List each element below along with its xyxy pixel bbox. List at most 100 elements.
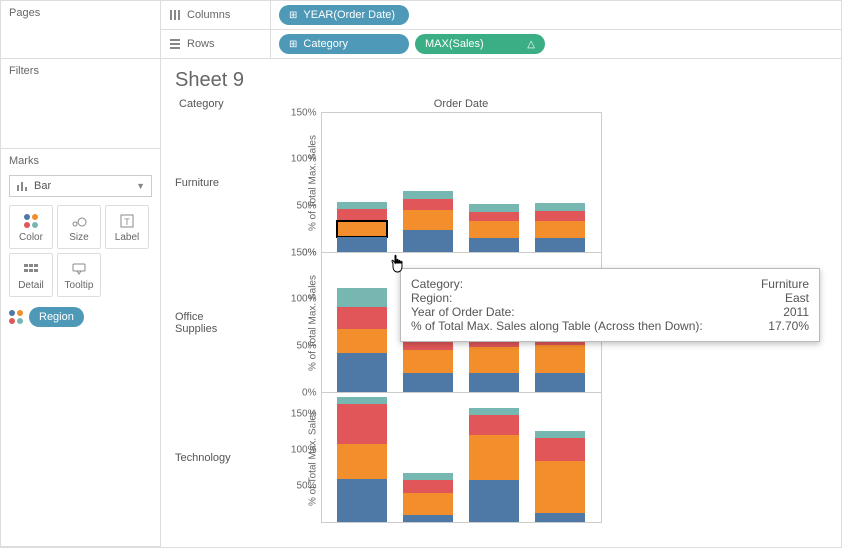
stacked-bar[interactable] <box>469 204 519 252</box>
bar-segment-east[interactable] <box>337 221 387 238</box>
detail-icon <box>24 263 38 275</box>
bar-segment-east[interactable] <box>535 221 585 238</box>
y-tick: 150% <box>291 107 317 118</box>
bar-segment-east[interactable] <box>469 221 519 238</box>
stacked-bar[interactable] <box>469 408 519 522</box>
bar-segment-central[interactable] <box>535 373 585 392</box>
bar-segment-west[interactable] <box>403 473 453 480</box>
bar-segment-west[interactable] <box>535 431 585 438</box>
label-icon: T <box>120 214 134 228</box>
y-tick: 50% <box>296 200 316 211</box>
svg-text:T: T <box>124 217 130 227</box>
bar-segment-east[interactable] <box>337 444 387 479</box>
pages-title: Pages <box>9 7 152 19</box>
marks-panel: Marks Bar ▼ Color Size T <box>1 149 160 547</box>
bar-segment-west[interactable] <box>535 203 585 210</box>
bar-segment-central[interactable] <box>535 238 585 252</box>
bar-segment-west[interactable] <box>337 288 387 307</box>
bar-segment-west[interactable] <box>337 202 387 209</box>
tooltip-value: 2011 <box>783 305 809 319</box>
category-row-label: Technology <box>175 393 265 523</box>
bar-chart-icon <box>16 180 28 192</box>
bar-segment-south[interactable] <box>469 212 519 221</box>
bar-segment-east[interactable] <box>337 329 387 352</box>
bar-segment-south[interactable] <box>337 307 387 329</box>
chevron-down-icon: ▼ <box>136 181 145 191</box>
tooltip-icon <box>72 263 86 275</box>
y-tick: 150% <box>291 409 317 420</box>
bar-segment-central[interactable] <box>403 373 453 392</box>
bar-segment-east[interactable] <box>535 461 585 513</box>
bar-segment-central[interactable] <box>337 237 387 252</box>
bar-segment-south[interactable] <box>535 211 585 221</box>
color-dots-icon <box>9 310 23 324</box>
pill-category[interactable]: ⊞Category <box>279 34 409 54</box>
bar-segment-east[interactable] <box>403 210 453 230</box>
pill-max-sales[interactable]: MAX(Sales)△ <box>415 34 545 54</box>
bar-segment-central[interactable] <box>403 515 453 522</box>
stacked-bar[interactable] <box>535 431 585 522</box>
bar-segment-east[interactable] <box>535 345 585 373</box>
stacked-bar[interactable] <box>535 203 585 252</box>
bar-segment-east[interactable] <box>469 435 519 480</box>
marks-tooltip-card[interactable]: Tooltip <box>57 253 101 297</box>
stacked-bar[interactable] <box>337 288 387 392</box>
marks-type-label: Bar <box>34 180 51 192</box>
bar-segment-west[interactable] <box>337 397 387 404</box>
bar-segment-central[interactable] <box>337 353 387 392</box>
marks-label-card[interactable]: T Label <box>105 205 149 249</box>
marks-detail-card[interactable]: Detail <box>9 253 53 297</box>
tooltip: Category:FurnitureRegion:EastYear of Ord… <box>400 268 820 342</box>
tooltip-value: 17.70% <box>768 319 809 333</box>
bar-segment-central[interactable] <box>469 373 519 392</box>
stacked-bar[interactable] <box>337 397 387 522</box>
bar-segment-central[interactable] <box>469 238 519 252</box>
stacked-bar[interactable] <box>403 191 453 252</box>
bar-segment-south[interactable] <box>337 209 387 220</box>
bar-segment-south[interactable] <box>403 199 453 210</box>
columns-label: Columns <box>187 9 230 21</box>
marks-color-card[interactable]: Color <box>9 205 53 249</box>
bar-segment-south[interactable] <box>403 480 453 493</box>
marks-tooltip-label: Tooltip <box>65 280 94 291</box>
delta-icon: △ <box>527 39 535 50</box>
marks-type-dropdown[interactable]: Bar ▼ <box>9 175 152 197</box>
tooltip-value: East <box>785 291 809 305</box>
tooltip-value: Furniture <box>761 277 809 291</box>
bar-segment-west[interactable] <box>469 408 519 415</box>
bar-segment-south[interactable] <box>337 404 387 444</box>
plot-cell <box>321 393 601 523</box>
y-tick: 50% <box>296 340 316 351</box>
stacked-bar[interactable] <box>337 202 387 252</box>
columns-icon <box>169 9 181 21</box>
bar-segment-west[interactable] <box>403 191 453 198</box>
pill-year-orderdate[interactable]: ⊞YEAR(Order Date) <box>279 5 409 25</box>
bar-segment-east[interactable] <box>403 350 453 373</box>
marks-size-label: Size <box>69 232 88 243</box>
y-tick: 100% <box>291 294 317 305</box>
bar-segment-south[interactable] <box>535 438 585 461</box>
filters-panel: Filters <box>1 59 160 149</box>
region-pill[interactable]: Region <box>29 307 84 327</box>
bar-segment-central[interactable] <box>469 480 519 522</box>
plus-icon: ⊞ <box>289 10 297 21</box>
orderdate-header: Order Date <box>321 96 601 113</box>
y-tick: 150% <box>291 247 317 258</box>
bar-segment-south[interactable] <box>469 415 519 435</box>
y-tick: 100% <box>291 445 317 456</box>
marks-size-card[interactable]: Size <box>57 205 101 249</box>
bar-segment-east[interactable] <box>403 493 453 515</box>
bar-segment-west[interactable] <box>469 204 519 211</box>
bar-segment-central[interactable] <box>403 230 453 252</box>
y-tick: 50% <box>296 481 316 492</box>
bar-segment-central[interactable] <box>535 513 585 522</box>
bar-segment-central[interactable] <box>337 479 387 522</box>
rows-label: Rows <box>187 38 215 50</box>
marks-title: Marks <box>9 155 152 167</box>
stacked-bar[interactable] <box>403 473 453 522</box>
tooltip-key: Region: <box>411 291 452 305</box>
marks-detail-label: Detail <box>18 280 44 291</box>
bar-segment-east[interactable] <box>469 347 519 373</box>
sheet-title: Sheet 9 <box>175 69 841 92</box>
tooltip-key: Category: <box>411 277 463 291</box>
